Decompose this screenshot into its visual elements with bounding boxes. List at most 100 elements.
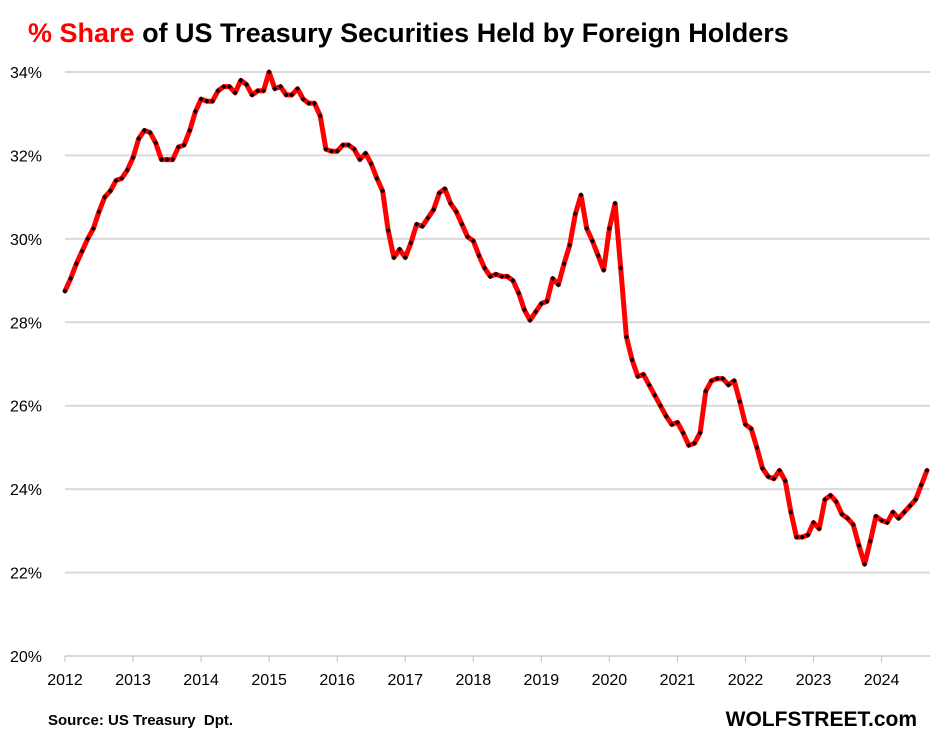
data-point [833, 499, 839, 505]
data-point [901, 509, 907, 515]
data-point [436, 190, 442, 196]
data-point [465, 234, 471, 240]
data-point [249, 92, 255, 98]
data-point [124, 167, 130, 173]
data-point [357, 157, 363, 163]
data-point [754, 444, 760, 450]
brand-label: WOLFSTREET.com [725, 708, 917, 731]
gridlines [65, 71, 930, 657]
data-point [85, 236, 91, 242]
data-point [606, 225, 612, 231]
data-point [504, 273, 510, 279]
x-tick-label: 2012 [47, 672, 83, 689]
x-tick-label: 2013 [115, 672, 151, 689]
data-point [793, 534, 800, 540]
data-point [431, 207, 437, 213]
data-point [289, 92, 295, 98]
data-point [805, 532, 811, 538]
x-tick-label: 2023 [796, 672, 832, 689]
data-point [879, 517, 885, 523]
data-point [652, 392, 658, 398]
chart-title: % Share of US Treasury Securities Held b… [28, 18, 789, 49]
x-tick-label: 2021 [660, 672, 696, 689]
chart-title-highlight: % Share [28, 18, 135, 48]
y-tick-label: 30% [10, 232, 42, 249]
y-tick-label: 24% [10, 482, 42, 499]
data-point [544, 298, 550, 304]
data-point [516, 290, 522, 296]
data-point [351, 146, 357, 152]
data-point [708, 378, 715, 384]
x-axis-ticks: 2012 2013 2014 2015 2016 2017 2018 2019 2020 2021… [47, 656, 899, 689]
data-point [788, 509, 794, 515]
data-point [397, 246, 403, 252]
data-point [153, 140, 159, 146]
data-point [527, 317, 533, 323]
x-tick-label: 2024 [864, 672, 900, 689]
data-point [209, 98, 215, 104]
data-point [640, 371, 646, 377]
chart-title-rest: of US Treasury Securities Held by Foreig… [134, 18, 789, 48]
data-point [136, 136, 142, 142]
data-point [419, 223, 425, 229]
data-point [187, 127, 193, 133]
y-axis-ticks: 20% 22% 24% 26% 28% 30% 32% 34% [10, 65, 42, 666]
data-point [731, 378, 737, 384]
x-tick-label: 2016 [319, 672, 355, 689]
data-point [765, 474, 771, 480]
data-point [510, 278, 516, 284]
data-point [873, 513, 879, 519]
data-point [799, 534, 805, 540]
data-point [555, 282, 561, 288]
y-tick-label: 28% [10, 315, 42, 332]
data-point [147, 129, 153, 136]
data-point [771, 476, 777, 482]
series-line [62, 69, 930, 567]
data-point [385, 227, 391, 234]
source-note: Source: US Treasury Dpt. [48, 712, 234, 729]
x-tick-label: 2015 [251, 672, 287, 689]
data-point [482, 265, 488, 271]
series-markers [62, 69, 930, 567]
data-point [141, 127, 147, 133]
x-tick-label: 2014 [183, 672, 219, 689]
x-tick-label: 2018 [456, 672, 492, 689]
y-tick-label: 32% [10, 148, 42, 165]
data-point [816, 526, 822, 532]
data-point [345, 142, 352, 148]
data-point [226, 84, 232, 90]
data-point [340, 142, 346, 148]
data-point [158, 157, 164, 163]
data-point [686, 442, 692, 448]
data-point [828, 492, 834, 498]
data-point [113, 177, 119, 184]
y-tick-label: 20% [10, 649, 42, 666]
data-point [759, 465, 766, 471]
data-point [232, 90, 238, 96]
x-tick-label: 2019 [524, 672, 560, 689]
data-point [470, 238, 476, 244]
data-point [164, 157, 170, 163]
data-point [119, 175, 125, 181]
data-point [442, 186, 448, 192]
data-point [924, 467, 930, 473]
x-tick-label: 2022 [728, 672, 764, 689]
y-tick-label: 26% [10, 399, 42, 416]
data-point [408, 240, 414, 246]
data-point [538, 300, 544, 307]
x-tick-label: 2017 [387, 672, 423, 689]
data-point [368, 161, 374, 167]
data-point [896, 515, 902, 521]
data-point [476, 252, 482, 259]
data-point [703, 388, 709, 394]
data-point [243, 81, 250, 88]
data-point [221, 84, 227, 90]
data-point [737, 398, 743, 405]
data-point [811, 519, 817, 526]
data-point [635, 373, 641, 380]
x-tick-label: 2020 [592, 672, 628, 689]
data-point [748, 426, 754, 432]
data-point [487, 273, 493, 279]
data-point [425, 215, 431, 221]
